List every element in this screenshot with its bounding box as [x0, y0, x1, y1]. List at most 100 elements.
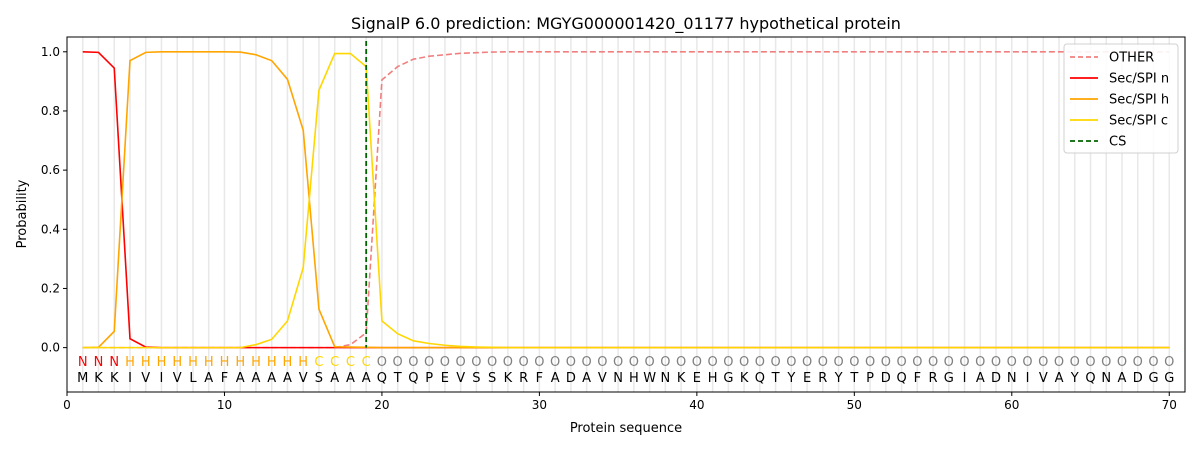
residue-label: R [818, 371, 827, 386]
residue-label: K [110, 371, 119, 386]
residue-label: I [128, 371, 132, 386]
residue-label: A [283, 371, 292, 386]
residue-label: T [849, 371, 858, 386]
region-label: N [94, 355, 104, 370]
region-label: O [613, 355, 623, 370]
residue-label: K [94, 371, 103, 386]
residue-label: A [1055, 371, 1064, 386]
region-label: O [928, 355, 938, 370]
residue-label: G [723, 371, 733, 386]
residue-label: N [1007, 371, 1017, 386]
residue-label: L [189, 371, 197, 386]
residue-label: A [330, 371, 339, 386]
residue-label: V [598, 371, 607, 386]
residue-label: T [771, 371, 780, 386]
residue-label: H [708, 371, 718, 386]
residue-label: W [643, 371, 656, 386]
region-label: N [109, 355, 119, 370]
region-label: C [330, 355, 339, 370]
region-label: O [991, 355, 1001, 370]
residue-label: R [929, 371, 938, 386]
residue-label: D [1133, 371, 1143, 386]
residue-label: N [613, 371, 623, 386]
region-label: O [802, 355, 812, 370]
residue-label: M [77, 371, 88, 386]
region-label: O [1054, 355, 1064, 370]
residue-label: P [425, 371, 433, 386]
x-tick-label: 0 [63, 398, 71, 412]
region-label: O [660, 355, 670, 370]
residue-label: N [1101, 371, 1111, 386]
residue-label: I [963, 371, 967, 386]
series-line-sec-spi-n [82, 50, 1170, 349]
region-label: O [1022, 355, 1032, 370]
residue-label: V [141, 371, 150, 386]
residue-label: Y [1070, 371, 1079, 386]
legend-entry: Sec/SPI h [1109, 93, 1169, 108]
residue-label: A [976, 371, 985, 386]
residue-label: Q [1085, 371, 1095, 386]
series-line-sec-spi-c [82, 52, 1170, 349]
residue-label: K [740, 371, 749, 386]
region-label: O [534, 355, 544, 370]
region-label: O [1148, 355, 1158, 370]
region-label: H [220, 355, 230, 370]
residue-label: V [456, 371, 465, 386]
legend-entry: CS [1109, 135, 1126, 150]
legend-entry: Sec/SPI n [1109, 72, 1169, 87]
y-tick-label: 0.4 [41, 222, 60, 236]
region-label: O [503, 355, 513, 370]
residue-label: E [441, 371, 449, 386]
region-label: O [408, 355, 418, 370]
region-label: H [283, 355, 293, 370]
x-tick-label: 10 [217, 398, 232, 412]
residue-label: D [566, 371, 576, 386]
legend-entry: Sec/SPI c [1109, 114, 1168, 129]
residue-label: A [1118, 371, 1127, 386]
region-label: H [267, 355, 277, 370]
region-label: O [424, 355, 434, 370]
x-tick-label: 70 [1162, 398, 1177, 412]
region-label: O [818, 355, 828, 370]
region-label: O [1133, 355, 1143, 370]
residue-label: V [1039, 371, 1048, 386]
residue-label: S [488, 371, 496, 386]
region-label: H [251, 355, 261, 370]
region-label: H [125, 355, 135, 370]
legend-entry: OTHER [1109, 51, 1154, 66]
region-label: H [204, 355, 214, 370]
region-label: H [298, 355, 308, 370]
region-label: O [519, 355, 529, 370]
region-label: O [487, 355, 497, 370]
region-label: O [440, 355, 450, 370]
residue-label: G [1148, 371, 1158, 386]
residue-label: K [677, 371, 686, 386]
region-label: O [692, 355, 702, 370]
residue-label: A [236, 371, 245, 386]
region-label: O [1164, 355, 1174, 370]
region-label: O [550, 355, 560, 370]
residue-label: D [881, 371, 891, 386]
region-label: O [975, 355, 985, 370]
residue-label: A [267, 371, 276, 386]
region-label: H [235, 355, 245, 370]
residue-label: V [173, 371, 182, 386]
y-tick-label: 0.2 [41, 281, 60, 295]
region-label: O [645, 355, 655, 370]
region-label: C [362, 355, 371, 370]
region-label: O [739, 355, 749, 370]
residue-label: P [866, 371, 874, 386]
region-label: O [597, 355, 607, 370]
region-label: C [346, 355, 355, 370]
region-label: O [471, 355, 481, 370]
residue-label: T [393, 371, 402, 386]
region-label: O [456, 355, 466, 370]
region-label: O [786, 355, 796, 370]
region-label: O [1085, 355, 1095, 370]
x-tick-label: 30 [532, 398, 547, 412]
residue-label: S [315, 371, 323, 386]
region-label: H [157, 355, 167, 370]
residue-label: R [519, 371, 528, 386]
residue-label: V [299, 371, 308, 386]
residue-label: Q [408, 371, 418, 386]
